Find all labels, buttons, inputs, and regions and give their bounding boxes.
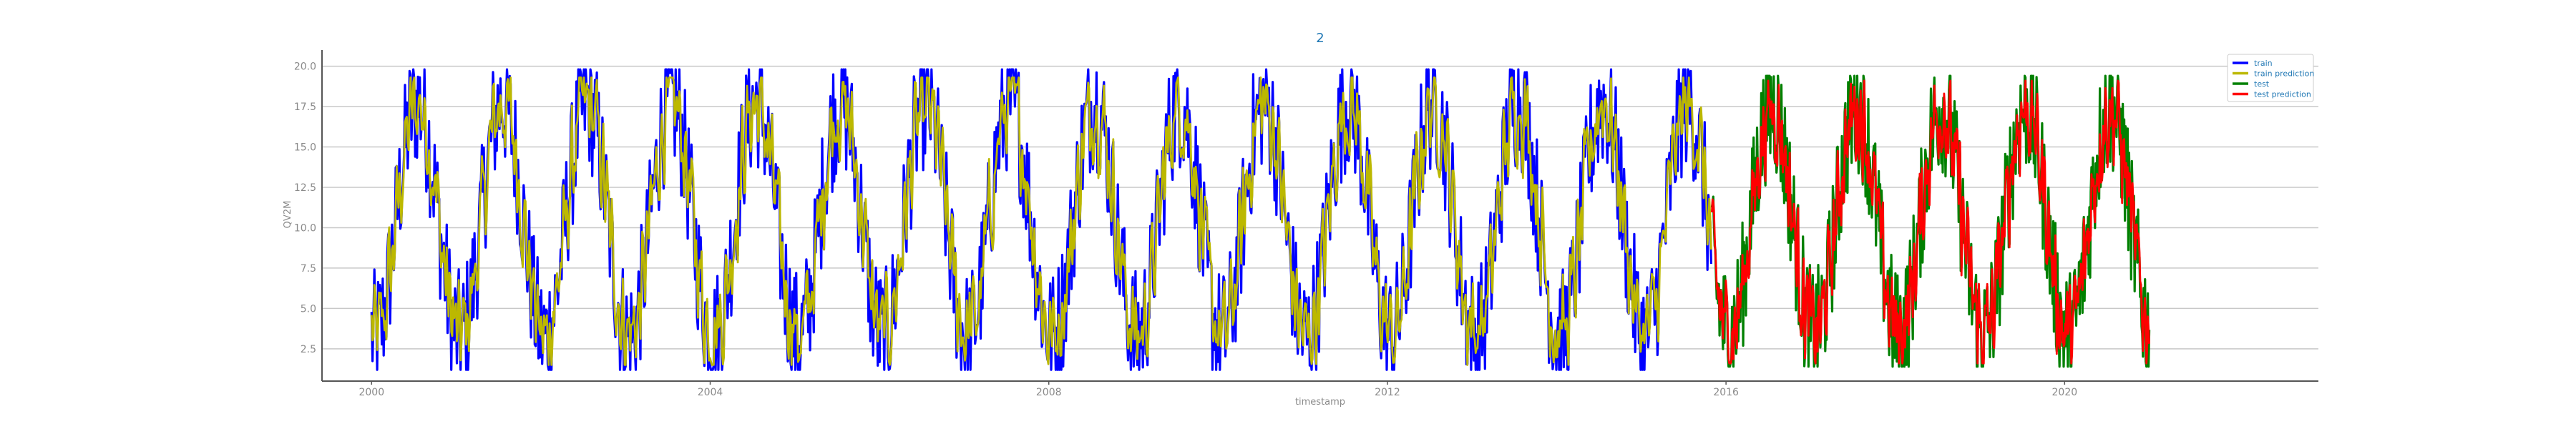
series-test-prediction-line [1711, 79, 2150, 365]
x-tick-label: 2008 [1036, 387, 1062, 398]
legend-label: train [2254, 59, 2273, 68]
y-axis-label: QV2M [283, 201, 293, 229]
series-train-prediction-line [370, 77, 1712, 366]
y-tick-label: 17.5 [294, 102, 316, 113]
y-tick-label: 12.5 [294, 182, 316, 194]
series-layer [370, 68, 2151, 371]
axes [321, 50, 2318, 382]
y-tick-label: 2.5 [301, 344, 316, 355]
legend-label: test prediction [2254, 90, 2311, 99]
x-tick-label: 2000 [358, 387, 384, 398]
tick-labels: 2.5 5.0 7.5 10.0 12.5 15.0 17.5 20.0 2000 2004 200… [294, 61, 2077, 398]
x-tick-label: 2004 [698, 387, 723, 398]
legend-box [2227, 54, 2314, 102]
y-tick-label: 5.0 [301, 303, 316, 315]
y-tick-label: 10.0 [294, 222, 316, 234]
x-axis-label: timestamp [1295, 397, 1345, 408]
x-tick-label: 2020 [2052, 387, 2078, 398]
y-tick-label: 15.0 [294, 142, 316, 154]
x-tick-label: 2012 [1375, 387, 1400, 398]
legend-label: test [2254, 79, 2270, 89]
series-test-line [1710, 74, 2151, 368]
chart-title: 2 [1316, 31, 1324, 46]
x-tick-label: 2016 [1713, 387, 1739, 398]
y-tick-label: 7.5 [301, 263, 316, 275]
legend-label: train prediction [2254, 69, 2314, 79]
y-tick-label: 20.0 [294, 61, 316, 73]
